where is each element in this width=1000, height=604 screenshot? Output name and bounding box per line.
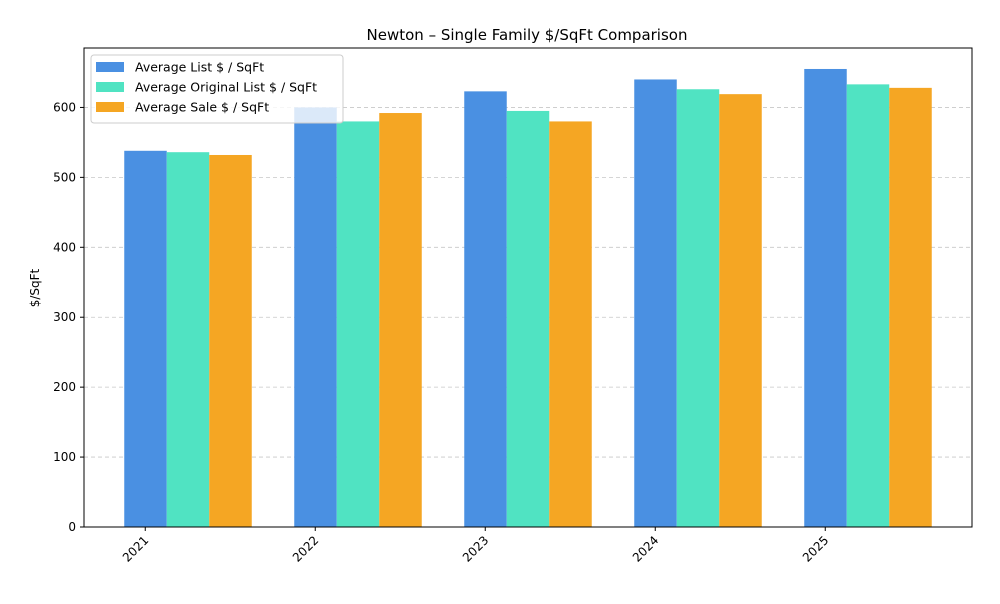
legend-entry-label: Average List $ / SqFt [135,60,264,75]
legend-swatch [96,82,124,92]
legend-entry-label: Average Sale $ / SqFt [135,100,269,115]
bar-2023-series-3 [549,121,592,528]
bar-2025-series-1 [804,68,847,528]
bars [124,68,932,528]
bar-2025-series-2 [846,84,890,527]
y-tick-label: 300 [53,310,76,324]
bar-2022-series-1 [294,107,337,527]
bar-2022-series-3 [379,113,422,528]
x-tick-label: 2022 [290,533,321,564]
bar-2023-series-2 [506,110,550,528]
x-tick-label: 2021 [120,533,151,564]
bar-2022-series-2 [336,121,380,528]
bar-2021-series-3 [209,154,252,527]
bar-2024-series-1 [634,79,677,527]
y-tick-label: 600 [53,100,76,114]
y-tick-label: 0 [68,520,76,534]
y-axis-ticks: 0 100 200 300 400 500 600 [53,100,84,534]
x-axis-ticks: 2021 2022 2023 2024 2025 [120,527,831,565]
bar-2023-series-1 [464,91,507,528]
bar-2021-series-2 [166,152,210,528]
legend-entry-label: Average Original List $ / SqFt [135,80,317,95]
legend-frame [90,54,344,124]
y-tick-label: 400 [53,240,76,254]
y-axis-label: $/SqFt [28,268,42,307]
x-tick-label: 2023 [460,533,491,564]
bar-2024-series-2 [676,89,720,528]
y-tick-label: 500 [53,170,76,184]
legend-swatch [96,102,124,112]
plot-area-frame [83,47,973,528]
x-tick-label: 2024 [630,533,661,564]
y-tick-label: 200 [53,380,76,394]
x-tick-label: 2025 [800,533,831,564]
bar-2025-series-3 [889,87,932,527]
legend-swatch [96,62,124,72]
bar-2024-series-3 [719,94,762,527]
bar-2021-series-1 [124,150,167,527]
y-tick-label: 100 [53,450,76,464]
legend: Average List $ / SqFt Average Original Li… [90,54,344,124]
chart-title: Newton – Single Family $/SqFt Comparison [367,26,688,44]
